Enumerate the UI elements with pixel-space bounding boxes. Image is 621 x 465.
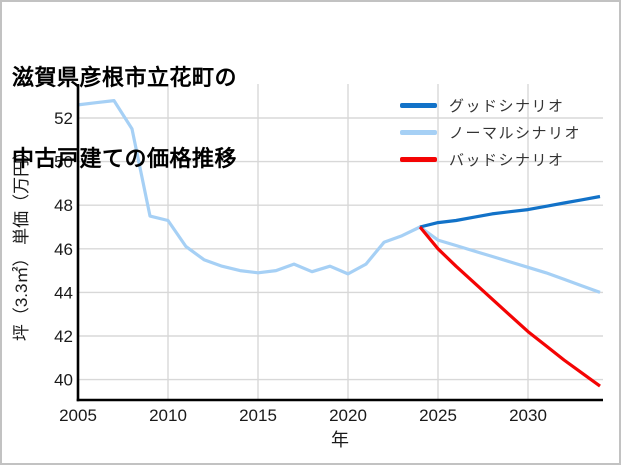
legend-line-swatch [400, 103, 437, 108]
series-line-3 [418, 225, 601, 388]
y-tick-label: 40 [54, 371, 73, 390]
x-tick-label: 2030 [509, 406, 547, 425]
chart-title-line-1: 滋賀県彦根市立花町の [12, 65, 238, 90]
y-tick-label: 42 [54, 327, 73, 346]
legend-label: ノーマルシナリオ [449, 125, 582, 142]
chart-title: 滋賀県彦根市立花町の 中古戸建ての価格推移 [12, 10, 237, 226]
y-tick-label: 44 [54, 283, 73, 302]
x-tick-label: 2025 [419, 406, 457, 425]
legend-item-1: グッドシナリオ [400, 92, 581, 119]
x-tick-label: 2020 [329, 406, 367, 425]
x-axis-label: 年 [331, 430, 349, 450]
x-tick-label: 2015 [239, 406, 277, 425]
y-tick-label: 48 [54, 196, 73, 215]
legend-label: グッドシナリオ [449, 98, 565, 115]
series-line-1 [419, 194, 601, 229]
legend-line-swatch [400, 157, 437, 162]
series-line-2 [77, 98, 601, 294]
x-tick-label: 2010 [149, 406, 187, 425]
y-tick-label: 46 [54, 240, 73, 259]
y-axis-label: 坪（3.3㎡） 単価（万円） [12, 143, 31, 341]
y-tick-label: 50 [54, 153, 73, 172]
legend-item-2: ノーマルシナリオ [400, 119, 581, 146]
x-tick-label: 2005 [59, 406, 97, 425]
y-tick-label: 52 [54, 109, 73, 128]
chart-title-line-2: 中古戸建ての価格推移 [12, 146, 238, 171]
legend-label: バッドシナリオ [449, 152, 565, 169]
legend-item-3: バッドシナリオ [400, 146, 581, 173]
legend-line-swatch [400, 130, 437, 135]
legend: グッドシナリオ ノーマルシナリオ バッドシナリオ [400, 92, 581, 173]
